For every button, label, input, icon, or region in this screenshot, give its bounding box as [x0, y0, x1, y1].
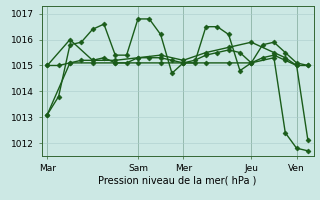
X-axis label: Pression niveau de la mer( hPa ): Pression niveau de la mer( hPa ) — [99, 175, 257, 185]
